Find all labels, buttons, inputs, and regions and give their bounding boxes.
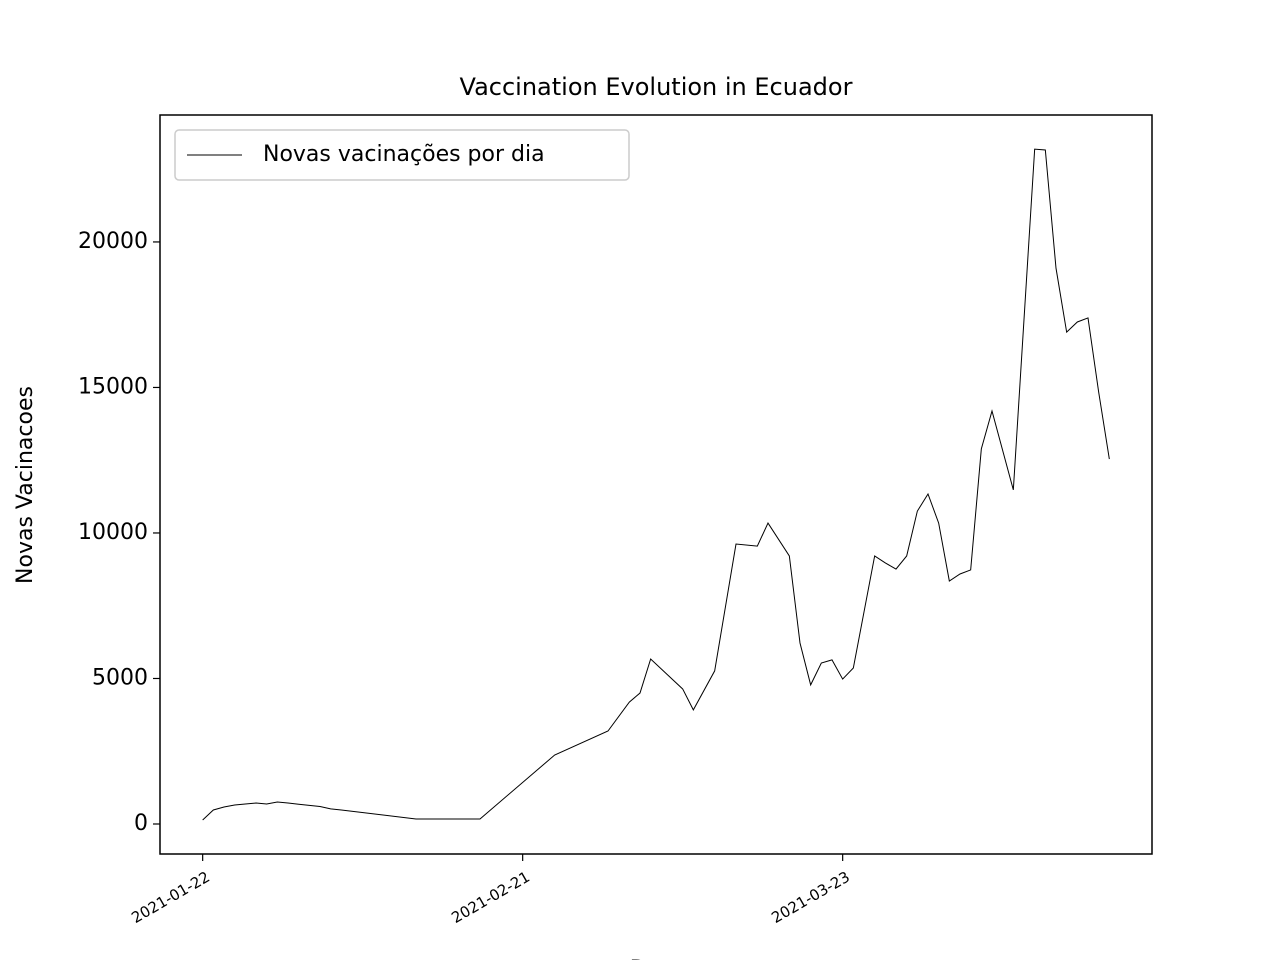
y-tick-label: 5000 bbox=[92, 665, 148, 690]
x-axis-label: Data bbox=[630, 957, 683, 960]
y-axis-label: Novas Vacinacoes bbox=[13, 386, 38, 584]
y-tick-label: 15000 bbox=[78, 374, 148, 399]
data-line bbox=[202, 148, 1110, 821]
y-tick-label: 10000 bbox=[78, 520, 148, 545]
y-tick-label: 20000 bbox=[78, 229, 148, 254]
plot-area bbox=[159, 114, 1153, 855]
x-tick-label: 2021-02-21 bbox=[448, 868, 533, 927]
legend-label: Novas vacinações por dia bbox=[263, 142, 545, 167]
legend-box bbox=[174, 129, 630, 181]
chart-title: Vaccination Evolution in Ecuador bbox=[460, 73, 853, 101]
y-tick-label: 0 bbox=[134, 811, 148, 836]
x-tick-label: 2021-03-23 bbox=[768, 868, 853, 927]
x-tick-label: 2021-01-22 bbox=[128, 868, 213, 927]
